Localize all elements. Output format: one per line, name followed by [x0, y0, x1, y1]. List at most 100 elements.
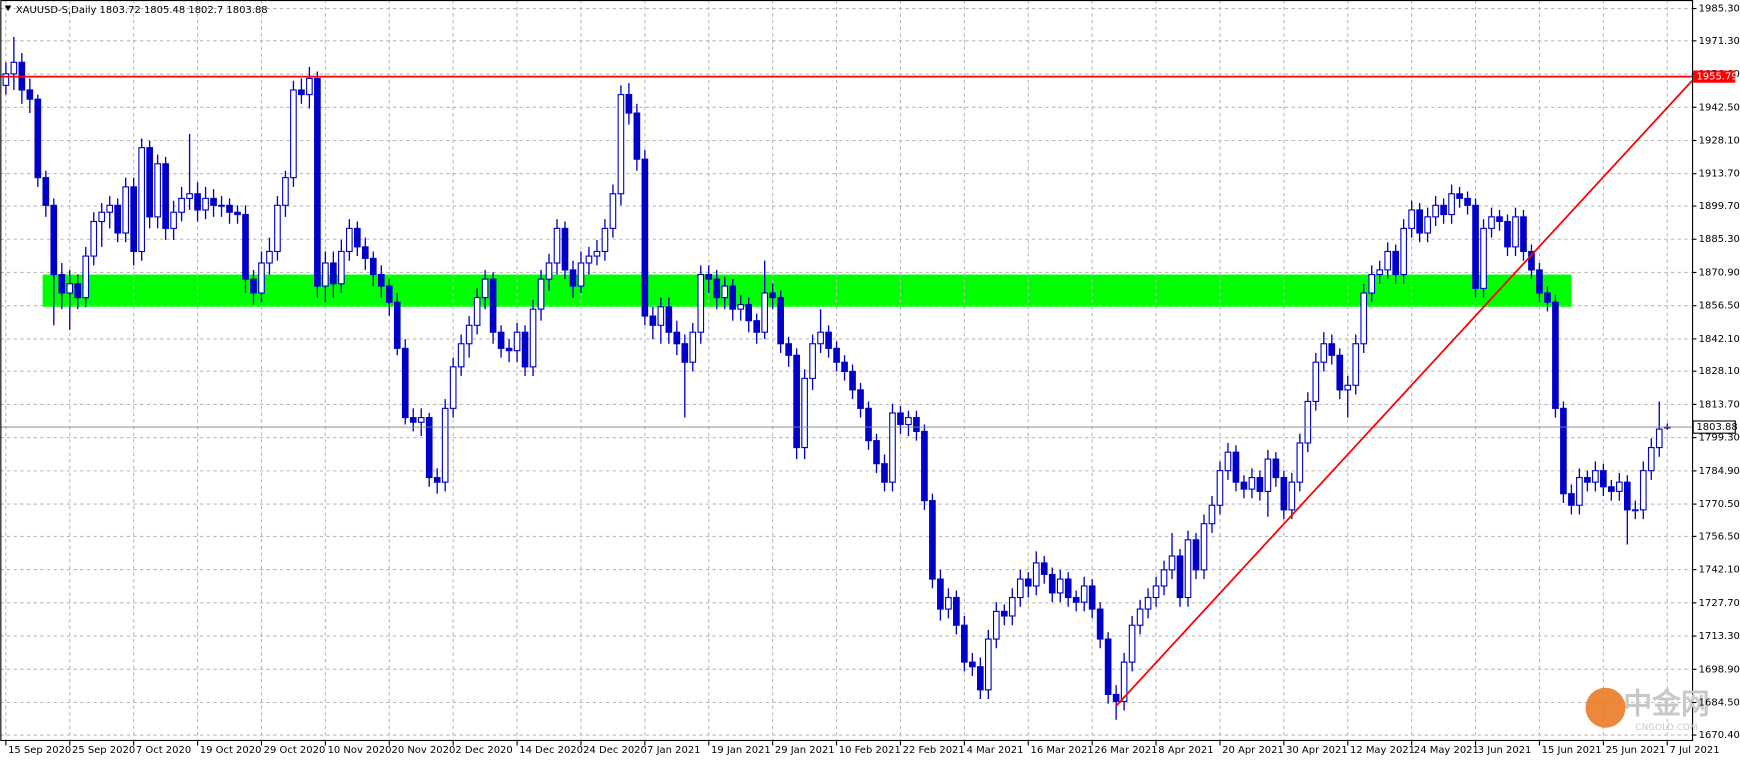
candle-body [1400, 227, 1407, 276]
candle-body [521, 331, 529, 368]
x-tick-label: 15 Jun 2021 [1542, 745, 1602, 756]
x-tick-label: 24 May 2021 [1414, 745, 1479, 756]
candle-body [1280, 477, 1288, 511]
candle-body [1600, 470, 1607, 488]
candle-body [529, 308, 537, 368]
candle-body [609, 193, 617, 229]
candle-body [1216, 470, 1224, 506]
candle-body [242, 214, 249, 280]
candle-body [825, 331, 832, 349]
candle-body [801, 377, 808, 449]
candle-body [250, 278, 257, 294]
x-tick-label: 15 Sep 2020 [8, 745, 71, 756]
candle-body [785, 343, 792, 356]
candle-body [1552, 301, 1559, 409]
candle-body [1040, 562, 1048, 576]
candle-body [1472, 204, 1479, 289]
chart-header: XAUUSD-S,Daily 1803.72 1805.48 1802.7 18… [16, 5, 268, 16]
candle-body [1208, 504, 1216, 525]
y-tick-label: 1913.70 [1699, 169, 1740, 180]
candle-body [905, 417, 912, 426]
candle-body [1096, 608, 1104, 640]
candle-body [1528, 250, 1535, 271]
y-tick-label: 1713.30 [1699, 631, 1740, 642]
candle-body [130, 186, 138, 253]
candle-body [601, 227, 609, 253]
candle-body [314, 77, 321, 287]
y-tick-label: 1971.30 [1699, 36, 1740, 47]
candle-body [1256, 477, 1264, 492]
header-low: 1802.7 [188, 5, 223, 16]
x-tick-label: 2 Dec 2020 [455, 745, 512, 756]
candle-body [1184, 539, 1192, 599]
candle-body [2, 73, 10, 86]
candle-body [1639, 470, 1647, 511]
candle-body [977, 666, 984, 691]
y-tick-label: 1670.40 [1699, 730, 1740, 741]
candle-body [673, 331, 681, 345]
candle-body [298, 89, 305, 96]
candle-body [537, 278, 545, 310]
candle-body [346, 227, 353, 253]
candle-body [849, 370, 856, 391]
candle-body [1344, 384, 1352, 391]
candle-body [42, 177, 50, 206]
candle-body [1655, 428, 1663, 449]
candle-body [369, 257, 377, 276]
candle-body [1615, 481, 1623, 492]
x-tick-label: 19 Oct 2020 [200, 745, 262, 756]
candle-body [1328, 343, 1336, 356]
x-tick-label: 25 Jun 2021 [1606, 745, 1666, 756]
candle-body [1104, 638, 1112, 695]
candle-body [1024, 578, 1032, 587]
candle-body [1368, 273, 1376, 294]
candle-body [1631, 509, 1639, 512]
candle-body [1304, 400, 1312, 444]
x-tick-label: 26 Mar 2021 [1094, 745, 1157, 756]
candle-body [122, 186, 130, 234]
candle-body [82, 255, 90, 299]
candle-body [138, 147, 145, 253]
candle-body [1312, 361, 1320, 402]
candle-body [226, 204, 233, 213]
candle-body [1408, 209, 1415, 229]
candle-body [1224, 451, 1232, 472]
candle-body [1440, 204, 1447, 216]
candle-body [1160, 569, 1168, 587]
candle-body [713, 278, 721, 299]
candle-body [721, 285, 729, 299]
candle-body [857, 389, 864, 409]
candle-body [921, 430, 928, 502]
candle-body [290, 89, 297, 179]
candle-body [50, 204, 58, 276]
candle-body [1288, 481, 1296, 511]
candle-body [170, 211, 177, 229]
header-open: 1803.72 [100, 5, 141, 16]
candle-body [258, 262, 265, 294]
candle-body [761, 292, 769, 333]
candle-body [106, 204, 114, 213]
symbol: XAUUSD-S,Daily [16, 5, 97, 16]
candle-body [1512, 216, 1519, 248]
candle-body [1016, 578, 1024, 599]
candle-body [1144, 596, 1152, 610]
candle-body [1152, 585, 1160, 599]
x-tick-label: 7 Jul 2021 [1669, 745, 1719, 756]
candle-body [873, 440, 880, 465]
candle-body [417, 417, 425, 423]
x-tick-label: 29 Jan 2021 [775, 745, 835, 756]
candle-body [657, 306, 665, 326]
candle-body [777, 297, 784, 345]
candle-body [553, 227, 561, 264]
candle-body [1336, 354, 1344, 391]
candle-body [945, 596, 952, 610]
candle-body [194, 193, 201, 211]
candle-body [1416, 209, 1423, 234]
y-tick-label: 1985.30 [1699, 4, 1740, 15]
y-tick-label: 1885.30 [1699, 234, 1740, 245]
candle-body [1384, 250, 1392, 271]
candle-body [1088, 585, 1096, 610]
candle-body [202, 197, 209, 211]
candle-body [210, 197, 217, 206]
